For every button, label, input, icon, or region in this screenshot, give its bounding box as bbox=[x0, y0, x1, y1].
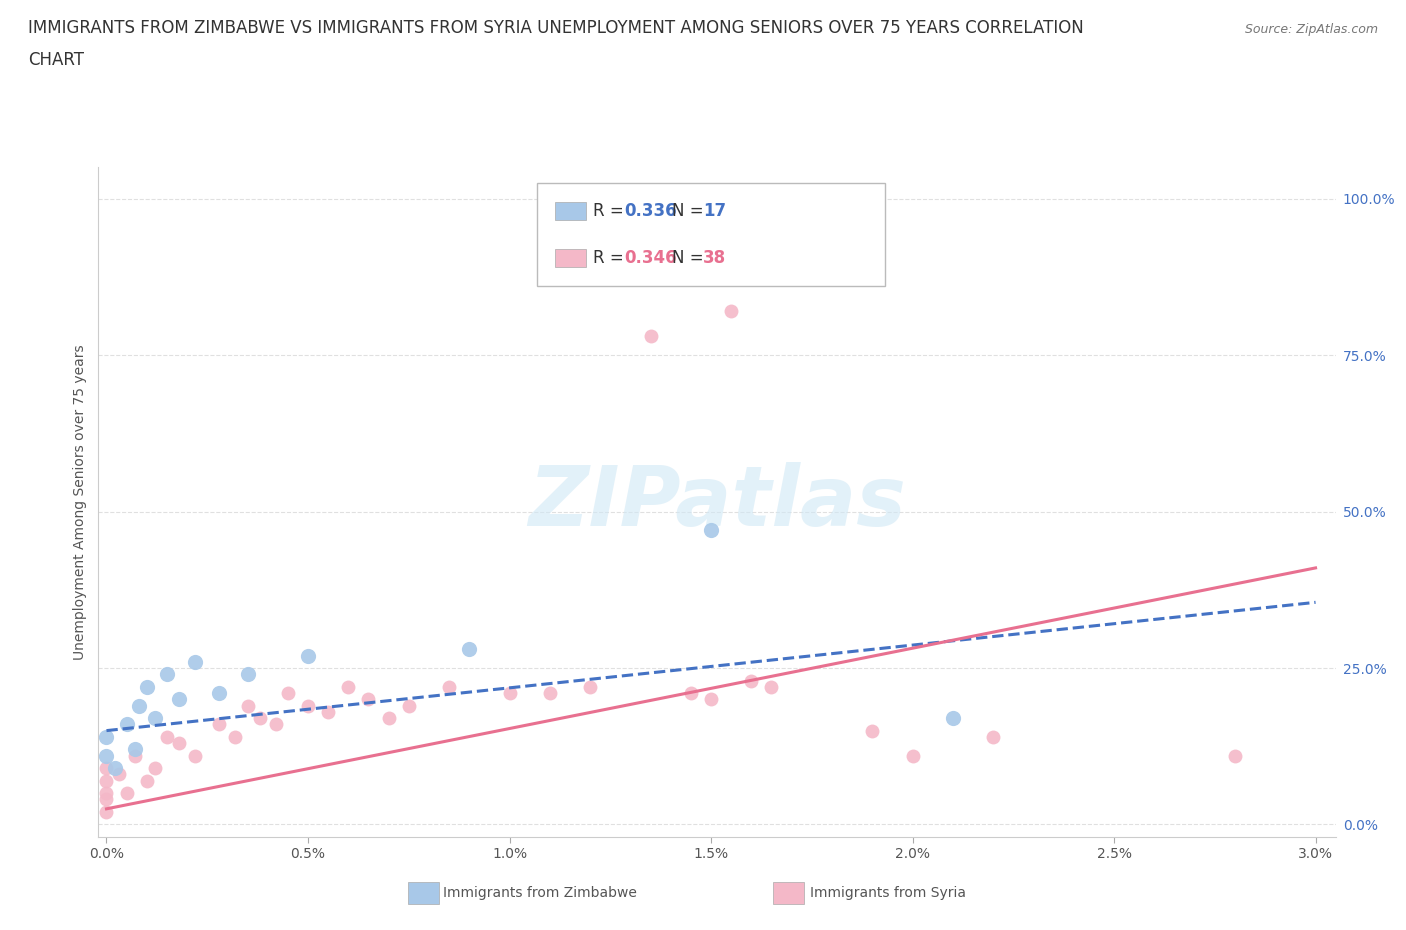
Point bbox=[236, 698, 259, 713]
Text: IMMIGRANTS FROM ZIMBABWE VS IMMIGRANTS FROM SYRIA UNEMPLOYMENT AMONG SENIORS OVE: IMMIGRANTS FROM ZIMBABWE VS IMMIGRANTS F… bbox=[28, 19, 1084, 36]
Point bbox=[357, 692, 380, 707]
Point bbox=[337, 680, 360, 695]
Point bbox=[143, 761, 166, 776]
Point bbox=[901, 749, 924, 764]
Point bbox=[96, 792, 118, 807]
Point bbox=[208, 685, 231, 700]
Point bbox=[156, 729, 179, 744]
Point bbox=[103, 761, 125, 776]
Point bbox=[700, 692, 723, 707]
Point bbox=[124, 742, 146, 757]
Text: ZIPatlas: ZIPatlas bbox=[529, 461, 905, 543]
Point bbox=[115, 717, 138, 732]
Point bbox=[297, 648, 319, 663]
Point bbox=[264, 717, 287, 732]
Point bbox=[640, 329, 662, 344]
Point bbox=[942, 711, 965, 725]
Y-axis label: Unemployment Among Seniors over 75 years: Unemployment Among Seniors over 75 years bbox=[73, 344, 87, 660]
Text: N =: N = bbox=[672, 202, 709, 219]
Text: R =: R = bbox=[593, 202, 628, 219]
Point bbox=[377, 711, 399, 725]
Point bbox=[297, 698, 319, 713]
Text: 0.336: 0.336 bbox=[624, 202, 676, 219]
Text: N =: N = bbox=[672, 249, 709, 267]
Point bbox=[1223, 749, 1246, 764]
Point bbox=[143, 711, 166, 725]
Point bbox=[700, 523, 723, 538]
Point bbox=[860, 724, 883, 738]
Point bbox=[398, 698, 420, 713]
Point bbox=[579, 680, 602, 695]
Point bbox=[740, 673, 762, 688]
Text: CHART: CHART bbox=[28, 51, 84, 69]
Text: R =: R = bbox=[593, 249, 628, 267]
Point bbox=[135, 680, 157, 695]
Point bbox=[538, 685, 561, 700]
Point bbox=[124, 749, 146, 764]
Point bbox=[115, 786, 138, 801]
Point bbox=[156, 667, 179, 682]
Text: Source: ZipAtlas.com: Source: ZipAtlas.com bbox=[1244, 23, 1378, 36]
Point bbox=[437, 680, 460, 695]
Point bbox=[498, 685, 520, 700]
Point bbox=[761, 680, 783, 695]
Point bbox=[96, 786, 118, 801]
Point bbox=[96, 749, 118, 764]
Point bbox=[208, 717, 231, 732]
Point bbox=[96, 773, 118, 788]
Point bbox=[135, 773, 157, 788]
Point bbox=[184, 749, 207, 764]
Point bbox=[249, 711, 271, 725]
Text: 38: 38 bbox=[703, 249, 725, 267]
Point bbox=[96, 761, 118, 776]
Point bbox=[720, 304, 742, 319]
Text: 17: 17 bbox=[703, 202, 725, 219]
Text: 0.346: 0.346 bbox=[624, 249, 676, 267]
Point bbox=[128, 698, 150, 713]
Point bbox=[981, 729, 1004, 744]
Point bbox=[236, 667, 259, 682]
Point bbox=[184, 655, 207, 670]
Point bbox=[316, 704, 339, 719]
Point bbox=[277, 685, 299, 700]
Point bbox=[107, 767, 129, 782]
Point bbox=[96, 729, 118, 744]
Point bbox=[167, 736, 190, 751]
Point bbox=[224, 729, 246, 744]
Point bbox=[679, 685, 702, 700]
Point bbox=[167, 692, 190, 707]
Text: Immigrants from Zimbabwe: Immigrants from Zimbabwe bbox=[443, 885, 637, 900]
Text: Immigrants from Syria: Immigrants from Syria bbox=[810, 885, 966, 900]
Point bbox=[458, 642, 481, 657]
Point bbox=[96, 804, 118, 819]
